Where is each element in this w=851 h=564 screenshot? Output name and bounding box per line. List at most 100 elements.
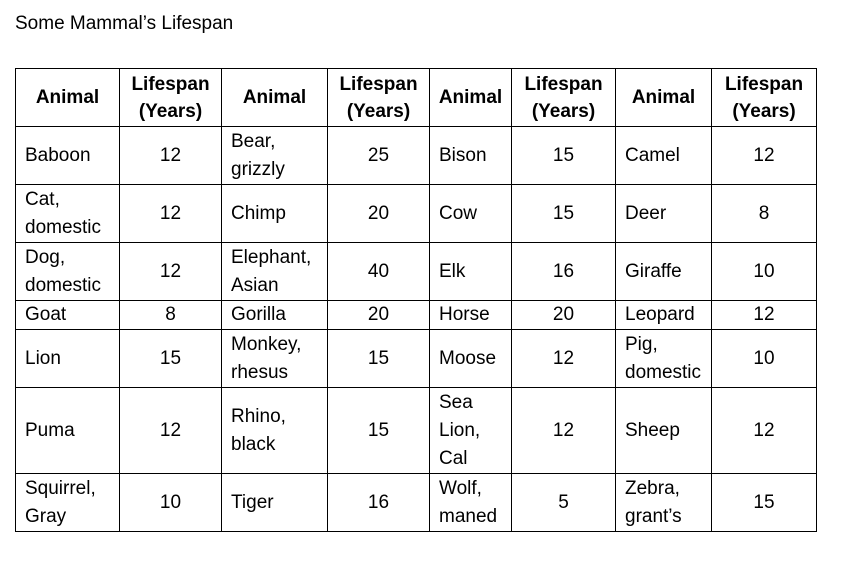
lifespan-cell: 12 xyxy=(511,329,616,388)
animal-name: Horse xyxy=(439,304,490,325)
animal-name: Pig, xyxy=(625,333,658,355)
animal-name: Cal xyxy=(439,447,468,469)
animal-name: Monkey, xyxy=(231,333,302,355)
header-row: Animal Lifespan (Years) Animal Lifespan (Year… xyxy=(15,68,817,127)
table-row: Puma 12 Rhino, black 15 Sea Lion, Cal 12 Sheep 12 xyxy=(15,387,817,474)
lifespan-cell: 15 xyxy=(327,329,430,388)
lifespan-cell: 12 xyxy=(119,242,222,301)
column-header-animal: Animal xyxy=(15,68,120,127)
lifespan-cell: 15 xyxy=(511,184,616,243)
animal-name: Leopard xyxy=(625,304,695,325)
animal-cell: Tiger xyxy=(221,473,328,532)
lifespan-cell: 8 xyxy=(119,300,222,330)
animal-cell: Bison xyxy=(429,126,512,185)
animal-name: domestic xyxy=(625,361,702,383)
lifespan-cell: 20 xyxy=(511,300,616,330)
animal-cell: Rhino, black xyxy=(221,387,328,474)
table-row: Squirrel, Gray 10 Tiger 16 Wolf, maned 5 Zebra, g… xyxy=(15,473,817,532)
animal-name: Dog, xyxy=(25,246,66,268)
animal-cell: Pig, domestic xyxy=(615,329,712,388)
lifespan-cell: 16 xyxy=(511,242,616,301)
animal-name: grant’s xyxy=(625,505,682,527)
column-header-lifespan: Lifespan (Years) xyxy=(711,68,817,127)
page-title: Some Mammal’s Lifespan xyxy=(15,13,234,34)
animal-cell: Deer xyxy=(615,184,712,243)
animal-name: rhesus xyxy=(231,361,289,383)
header-text: Animal xyxy=(242,87,307,108)
animal-name: Goat xyxy=(25,304,67,325)
lifespan-cell: 20 xyxy=(327,300,430,330)
animal-cell: Chimp xyxy=(221,184,328,243)
lifespan-cell: 16 xyxy=(327,473,430,532)
animal-name: Cow xyxy=(439,202,478,224)
animal-name: Moose xyxy=(439,347,497,369)
animal-name: domestic xyxy=(25,216,102,238)
animal-name: Gorilla xyxy=(231,304,286,325)
animal-cell: Monkey, rhesus xyxy=(221,329,328,388)
table-row: Goat 8 Gorilla 20 Horse 20 Leopard 12 xyxy=(15,300,817,330)
lifespan-cell: 20 xyxy=(327,184,430,243)
animal-cell: Zebra, grant’s xyxy=(615,473,712,532)
animal-name: Cat, xyxy=(25,188,60,210)
column-header-animal: Animal xyxy=(221,68,328,127)
animal-name: domestic xyxy=(25,274,102,296)
lifespan-cell: 12 xyxy=(711,387,817,474)
lifespan-cell: 8 xyxy=(711,184,817,243)
animal-cell: Cat, domestic xyxy=(15,184,120,243)
animal-name: grizzly xyxy=(231,158,285,180)
column-header-animal: Animal xyxy=(429,68,512,127)
lifespan-table: Animal Lifespan (Years) Animal Lifespan (Year… xyxy=(15,68,817,532)
lifespan-cell: 15 xyxy=(119,329,222,388)
animal-name: maned xyxy=(439,505,498,527)
lifespan-cell: 5 xyxy=(511,473,616,532)
animal-name: Bear, xyxy=(231,130,276,152)
header-text: Lifespan xyxy=(724,73,804,95)
animal-cell: Sheep xyxy=(615,387,712,474)
header-text: (Years) xyxy=(346,100,411,122)
animal-name: Elk xyxy=(439,260,466,282)
lifespan-cell: 10 xyxy=(711,242,817,301)
animal-name: Deer xyxy=(625,202,667,224)
animal-cell: Wolf, maned xyxy=(429,473,512,532)
lifespan-cell: 40 xyxy=(327,242,430,301)
animal-name: Asian xyxy=(231,274,279,296)
column-header-animal: Animal xyxy=(615,68,712,127)
animal-cell: Camel xyxy=(615,126,712,185)
lifespan-cell: 10 xyxy=(119,473,222,532)
animal-cell: Squirrel, Gray xyxy=(15,473,120,532)
column-header-lifespan: Lifespan (Years) xyxy=(327,68,430,127)
animal-name: Tiger xyxy=(231,491,274,513)
animal-name: Zebra, xyxy=(625,477,680,499)
header-text: Animal xyxy=(438,87,503,108)
animal-cell: Horse xyxy=(429,300,512,330)
animal-name: Lion, xyxy=(439,419,481,441)
table-header: Animal Lifespan (Years) Animal Lifespan (Year… xyxy=(15,68,817,127)
lifespan-cell: 15 xyxy=(511,126,616,185)
animal-cell: Moose xyxy=(429,329,512,388)
header-text: (Years) xyxy=(531,100,596,122)
header-text: (Years) xyxy=(732,100,796,122)
header-text: Animal xyxy=(631,87,696,108)
animal-cell: Leopard xyxy=(615,300,712,330)
column-header-lifespan: Lifespan (Years) xyxy=(119,68,222,127)
animal-cell: Elk xyxy=(429,242,512,301)
animal-name: Camel xyxy=(625,144,680,166)
animal-cell: Goat xyxy=(15,300,120,330)
animal-name: Wolf, xyxy=(439,477,482,499)
animal-name: Sheep xyxy=(625,419,680,441)
table-row: Lion 15 Monkey, rhesus 15 Moose 12 Pig, domestic… xyxy=(15,329,817,388)
table-row: Cat, domestic 12 Chimp 20 Cow 15 Deer 8 xyxy=(15,184,817,243)
animal-cell: Cow xyxy=(429,184,512,243)
animal-name: Giraffe xyxy=(625,260,682,282)
lifespan-cell: 10 xyxy=(711,329,817,388)
animal-cell: Puma xyxy=(15,387,120,474)
animal-name: Chimp xyxy=(231,202,286,224)
lifespan-cell: 12 xyxy=(711,126,817,185)
header-text: Lifespan xyxy=(524,73,603,95)
animal-cell: Elephant, Asian xyxy=(221,242,328,301)
animal-name: Sea xyxy=(439,391,473,413)
lifespan-cell: 12 xyxy=(119,126,222,185)
animal-name: Lion xyxy=(25,347,61,369)
animal-cell: Baboon xyxy=(15,126,120,185)
animal-name: Baboon xyxy=(25,144,91,166)
